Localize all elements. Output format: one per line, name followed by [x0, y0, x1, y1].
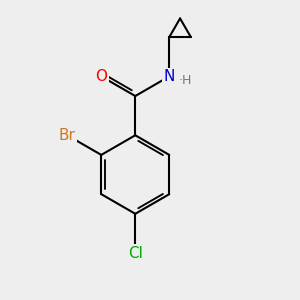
Text: Cl: Cl — [128, 246, 143, 261]
Text: Br: Br — [59, 128, 76, 143]
Text: N: N — [164, 69, 175, 84]
Text: O: O — [95, 69, 107, 84]
Text: ·H: ·H — [178, 74, 192, 87]
